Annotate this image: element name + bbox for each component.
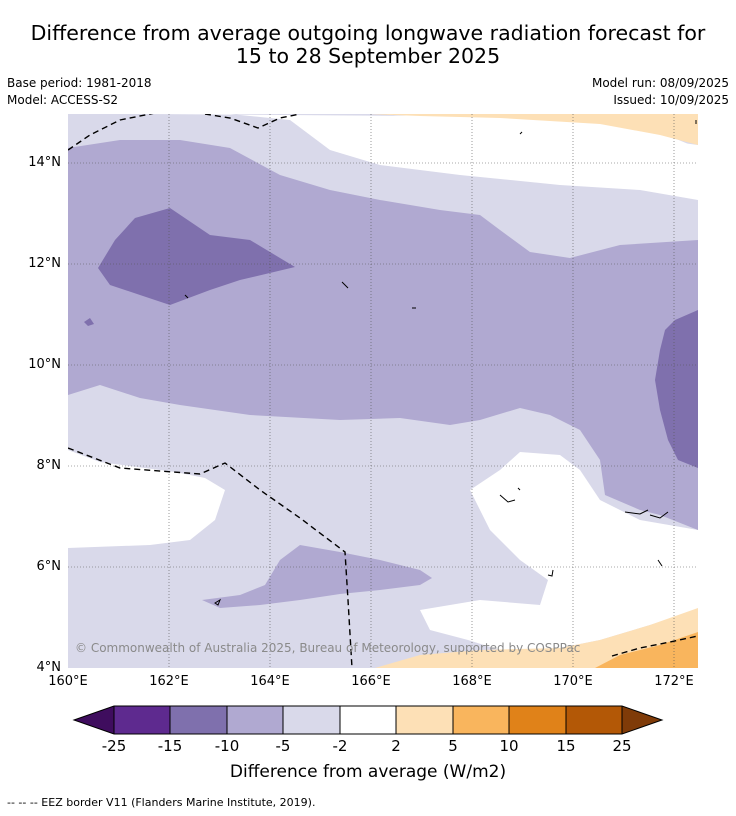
colorbar-label: 10: [499, 737, 519, 755]
lon-label-168e: 168°E: [452, 674, 492, 689]
issued-date: Issued: 10/09/2025: [613, 93, 729, 107]
eez-footnote: -- -- -- EEZ border V11 (Flanders Marine…: [7, 796, 316, 809]
title-line-1: Difference from average outgoing longwav…: [30, 21, 706, 45]
contour-dark-purple-east: [655, 310, 698, 468]
colorbar-label: -15: [157, 737, 183, 755]
colorbar-max-arrow: [622, 706, 662, 734]
contour-dark-purple-west: [98, 208, 295, 305]
lon-label-172e: 172°E: [654, 674, 694, 689]
contour-light-orange-north: [370, 114, 698, 145]
colorbar-label: -2: [332, 737, 348, 755]
lon-label-162e: 162°E: [149, 674, 189, 689]
neutral-pocket-west: [68, 450, 225, 548]
lon-label-160e: 160°E: [48, 674, 88, 689]
map-title: Difference from average outgoing longwav…: [0, 22, 736, 68]
colorbar-label: 25: [612, 737, 632, 755]
meta-right: Model run: 08/09/2025 Issued: 10/09/2025: [592, 75, 729, 109]
lat-label-4n: 4°N: [36, 660, 62, 675]
colorbar-label: 2: [391, 737, 401, 755]
base-period: Base period: 1981-2018: [7, 76, 152, 90]
colorbar-min-arrow: [74, 706, 114, 734]
colorbar-label: -5: [275, 737, 291, 755]
lat-label-10n: 10°N: [28, 357, 61, 372]
lat-label-14n: 14°N: [28, 155, 61, 170]
islands: [184, 120, 697, 606]
colorbar: [72, 705, 664, 735]
colorbar-label: 15: [556, 737, 576, 755]
title-line-2: 15 to 28 September 2025: [235, 44, 501, 68]
copyright-notice: © Commonwealth of Australia 2025, Bureau…: [75, 641, 581, 655]
contour-dark-purple-spot: [84, 318, 94, 326]
lat-label-12n: 12°N: [28, 256, 61, 271]
lat-label-8n: 8°N: [36, 458, 62, 473]
colorbar-label: 5: [448, 737, 458, 755]
colorbar-title: Difference from average (W/m2): [229, 762, 507, 782]
eez-borders: [68, 114, 698, 668]
lon-label-166e: 166°E: [351, 674, 391, 689]
lat-label-6n: 6°N: [36, 559, 62, 574]
lon-label-164e: 164°E: [250, 674, 290, 689]
colorbar-label: -10: [214, 737, 240, 755]
colorbar-label: -25: [101, 737, 127, 755]
neutral-pocket-north: [150, 114, 698, 200]
model-run: Model run: 08/09/2025: [591, 76, 729, 90]
anomaly-field: [68, 114, 698, 668]
neutral-pocket-east: [420, 452, 698, 650]
gridlines: [68, 114, 698, 668]
meta-left: Base period: 1981-2018 Model: ACCESS-S2: [7, 75, 152, 109]
lon-label-170e: 170°E: [553, 674, 593, 689]
contour-light-orange-south: [375, 608, 698, 668]
model-name: Model: ACCESS-S2: [7, 93, 119, 107]
contour-light-purple-south: [68, 640, 360, 668]
contour-medium-purple-south: [202, 545, 432, 608]
